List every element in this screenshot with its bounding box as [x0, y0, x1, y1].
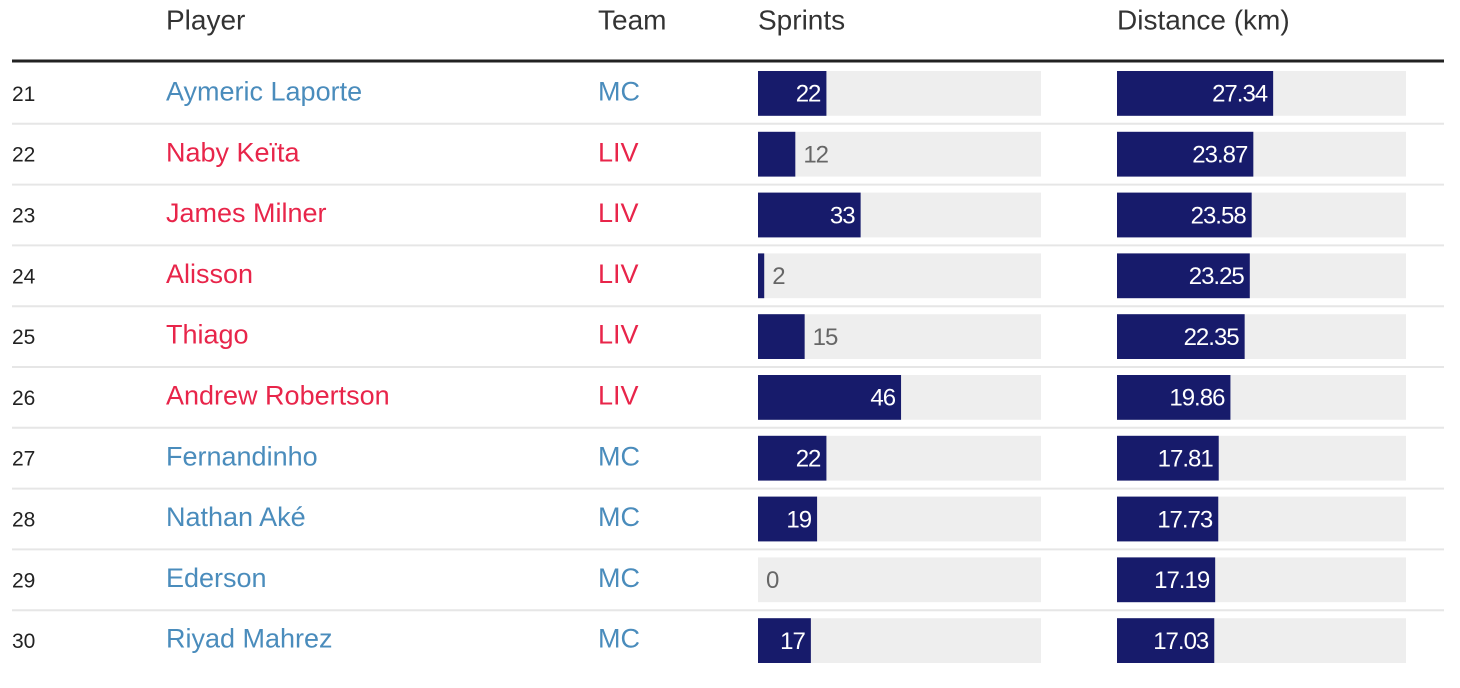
- rank: 23: [12, 205, 35, 228]
- bar: [1117, 375, 1231, 420]
- team-name: MC: [598, 624, 640, 654]
- team-name: LIV: [598, 137, 639, 167]
- team-name: LIV: [598, 198, 639, 228]
- rank: 22: [12, 144, 35, 167]
- player-name: Thiago: [166, 320, 249, 350]
- bar: [1117, 71, 1274, 116]
- value-label: 22: [796, 446, 821, 473]
- value-label: 46: [870, 385, 895, 412]
- rank: 30: [12, 630, 35, 653]
- player-name: Andrew Robertson: [166, 381, 390, 411]
- bar-track: [758, 314, 1041, 359]
- bar: [758, 71, 827, 116]
- team-name: MC: [598, 77, 640, 107]
- value-label: 27.34: [1212, 81, 1268, 108]
- value-label: 17.03: [1153, 628, 1209, 655]
- player-name: Ederson: [166, 563, 267, 593]
- bar: [1117, 192, 1252, 238]
- bar: [758, 496, 818, 542]
- rank: 24: [12, 265, 36, 288]
- value-label: 33: [830, 202, 855, 229]
- rank: 21: [12, 83, 35, 106]
- rank: 29: [12, 569, 35, 592]
- player-name: James Milner: [166, 198, 327, 228]
- column-header: Sprints: [758, 4, 845, 35]
- bar: [1117, 131, 1254, 177]
- bar: [758, 375, 902, 420]
- player-name: Nathan Aké: [166, 502, 306, 532]
- rank: 28: [12, 509, 35, 532]
- team-name: MC: [598, 502, 640, 532]
- bar-track: [758, 557, 1041, 603]
- rank: 27: [12, 448, 35, 471]
- value-label: 19: [786, 506, 811, 533]
- bar-track: [758, 131, 1041, 177]
- bar: [1117, 435, 1219, 481]
- bar: [758, 131, 796, 177]
- value-label: 23.87: [1192, 142, 1248, 169]
- value-label: 19.86: [1169, 385, 1225, 412]
- bar-track: [758, 253, 1041, 299]
- player-name: Fernandinho: [166, 441, 318, 471]
- value-label: 12: [803, 142, 828, 169]
- value-label: 17: [780, 628, 805, 655]
- team-name: MC: [598, 563, 640, 593]
- team-name: LIV: [598, 381, 639, 411]
- bar: [1117, 314, 1245, 359]
- column-header: Team: [598, 4, 666, 35]
- value-label: 23.58: [1191, 202, 1247, 229]
- value-label: 23.25: [1189, 263, 1245, 290]
- bar: [758, 253, 765, 299]
- bar: [1117, 496, 1219, 542]
- bar: [1117, 618, 1215, 663]
- player-name: Naby Keïta: [166, 137, 301, 167]
- team-name: MC: [598, 441, 640, 471]
- value-label: 15: [813, 324, 838, 351]
- column-header: Player: [166, 4, 245, 35]
- value-label: 22: [796, 81, 821, 108]
- bar: [758, 618, 811, 663]
- bar: [758, 192, 861, 238]
- bar: [758, 435, 827, 481]
- player-name: Alisson: [166, 259, 253, 289]
- player-name: Riyad Mahrez: [166, 624, 333, 654]
- bar: [1117, 557, 1216, 603]
- bar: [1117, 253, 1250, 299]
- rank: 26: [12, 387, 35, 410]
- value-label: 17.19: [1154, 567, 1210, 594]
- team-name: LIV: [598, 259, 639, 289]
- value-label: 2: [772, 263, 785, 290]
- rank: 25: [12, 326, 35, 349]
- column-header: Distance (km): [1117, 4, 1290, 35]
- value-label: 0: [766, 567, 779, 594]
- bar: [758, 314, 805, 359]
- value-label: 22.35: [1184, 324, 1240, 351]
- value-label: 17.73: [1157, 506, 1213, 533]
- player-name: Aymeric Laporte: [166, 77, 362, 107]
- value-label: 17.81: [1158, 446, 1214, 473]
- team-name: LIV: [598, 320, 639, 350]
